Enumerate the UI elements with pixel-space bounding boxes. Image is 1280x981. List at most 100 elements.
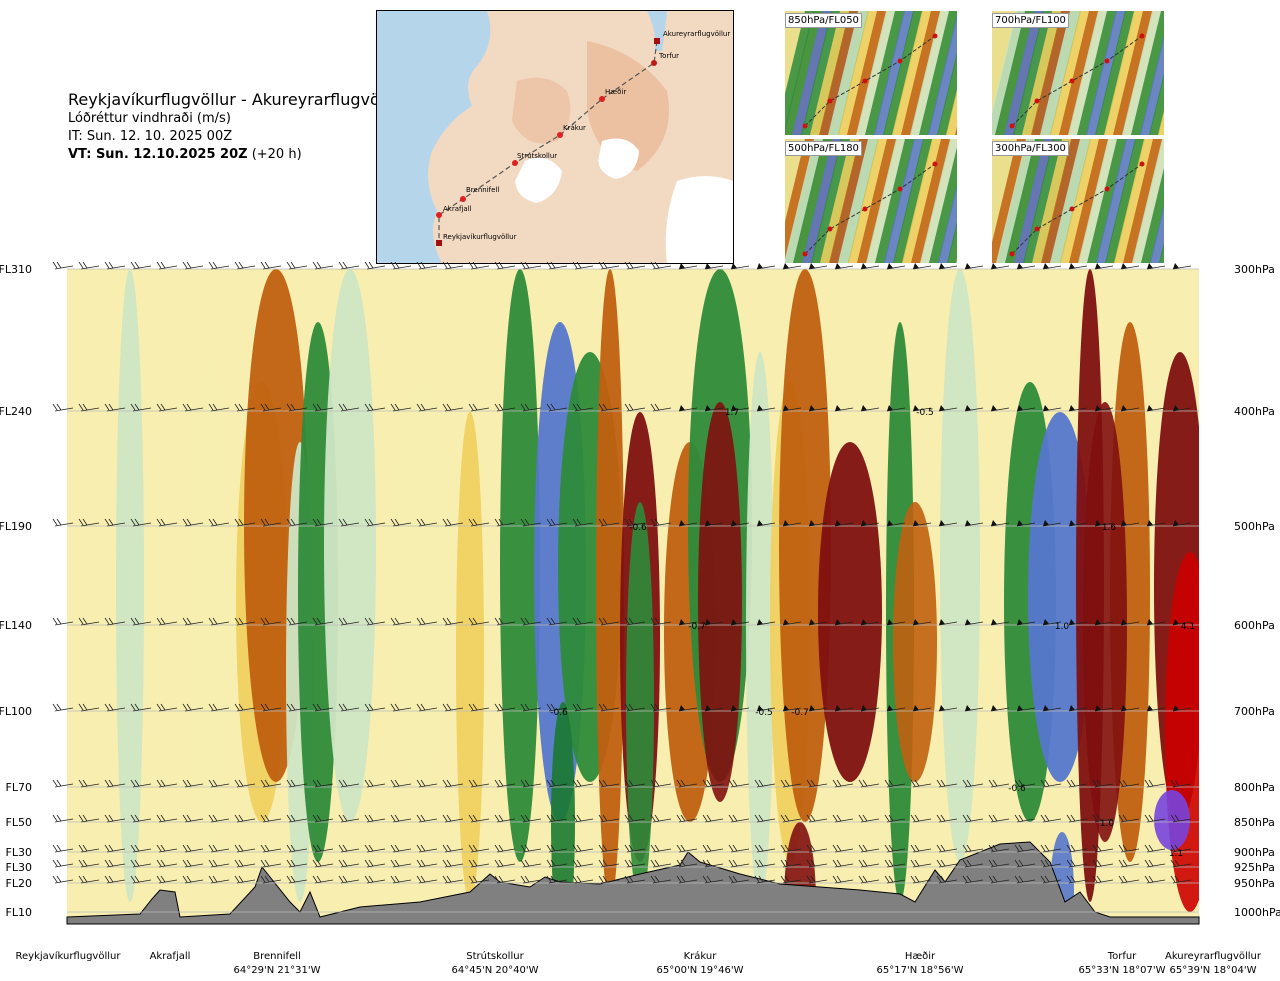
wind-barb: [286, 617, 308, 626]
wind-barb: [416, 779, 438, 788]
wind-barb: [754, 859, 776, 868]
wind-barb: [286, 875, 308, 884]
wind-barb: [442, 859, 464, 868]
x-axis-waypoints: Reykjavíkurflugvöllur Akrafjall Brennifell…: [16, 950, 1262, 976]
map-point-akureyri: Akureyrarflugvöllur: [654, 30, 730, 44]
thumb-stripe: [1140, 35, 1164, 135]
velocity-core: [551, 702, 575, 924]
wind-barb: [390, 518, 412, 527]
wind-barb: [1170, 779, 1192, 788]
wind-barb: [1146, 520, 1166, 527]
thumbnail-850hpa-label: 850hPa/FL050: [785, 13, 862, 28]
thumbnail-850hpa[interactable]: 850hPa/FL050: [785, 11, 957, 135]
wind-barb: [990, 263, 1010, 270]
wind-barb: [1068, 619, 1088, 626]
wind-barb: [546, 814, 568, 823]
waypoint-name: Hæðir: [905, 951, 936, 962]
wind-barb: [442, 518, 464, 527]
thumb-stripe: [1060, 139, 1100, 263]
wind-barb: [782, 520, 802, 527]
wind-barb: [234, 518, 256, 527]
wind-barb: [364, 703, 386, 712]
wind-barb: [860, 405, 880, 412]
thumb-stripe: [893, 139, 933, 263]
thumb-stripe: [1013, 11, 1053, 135]
wind-barb: [52, 262, 74, 270]
wind-barb: [988, 779, 1010, 788]
wind-barb: [884, 814, 906, 823]
wind-barb: [130, 703, 152, 712]
wind-barb: [678, 705, 698, 712]
wind-barb: [1016, 405, 1036, 412]
wind-barb: [624, 844, 646, 853]
wind-barb: [52, 703, 74, 712]
thumb-stripe: [1077, 11, 1117, 135]
wind-barb: [1040, 859, 1062, 868]
thumb-stripe: [883, 11, 923, 135]
map-point-haedir: Hæðir: [599, 88, 626, 102]
wind-barb: [962, 779, 984, 788]
thumbnail-700hpa[interactable]: 700hPa/FL100: [992, 11, 1164, 135]
wind-barb: [520, 703, 542, 712]
wind-barb: [598, 814, 620, 823]
wind-barb: [832, 814, 854, 823]
thumb-point: [897, 58, 903, 64]
wind-barb: [1040, 779, 1062, 788]
wind-barb: [104, 518, 126, 527]
thumb-stripe: [1078, 139, 1118, 263]
wind-barb: [912, 263, 932, 270]
thumb-stripe: [1087, 139, 1127, 263]
thumb-stripe: [928, 15, 957, 135]
wind-barb: [520, 617, 542, 626]
wind-barb: [104, 779, 126, 788]
left-axis-label: FL10: [6, 906, 32, 919]
wind-barb: [964, 520, 984, 527]
thumb-stripe: [820, 139, 860, 263]
right-axis-label: 950hPa: [1234, 877, 1275, 890]
wind-barb: [884, 859, 906, 868]
chart-subtitle: Lóðréttur vindhraði (m/s): [68, 111, 231, 126]
thumbnail-300hpa[interactable]: 300hPa/FL300: [992, 139, 1164, 263]
wind-barb: [598, 779, 620, 788]
wind-barb: [468, 875, 490, 884]
left-axis-flight-levels: FL310 FL240 FL190 FL140 FL100 FL70 FL50 FL30 FL3…: [0, 263, 32, 919]
wind-barb: [312, 403, 334, 412]
thumbnail-500hpa[interactable]: 500hPa/FL180: [785, 139, 957, 263]
thumb-point: [1104, 58, 1110, 64]
annotation-value: -0.7: [791, 708, 809, 718]
wind-barb: [964, 263, 984, 270]
map-point-brennifell: Brennifell: [460, 186, 499, 202]
thumb-stripe: [819, 11, 859, 135]
thumbnail-850hpa-pattern: [785, 11, 957, 135]
wind-barb: [598, 518, 620, 527]
velocity-band: [818, 442, 882, 782]
velocity-band: [500, 269, 540, 862]
thumb-stripe: [995, 11, 1035, 135]
wind-barb: [338, 703, 360, 712]
waypoint-name: Brennifell: [253, 951, 301, 962]
wind-barb: [286, 703, 308, 712]
wind-barb: [182, 262, 204, 270]
thumb-point: [1104, 186, 1110, 192]
wind-barb: [650, 703, 672, 712]
wind-barb: [704, 619, 724, 626]
wind-barb: [416, 617, 438, 626]
wind-barb: [104, 617, 126, 626]
wind-barb: [598, 844, 620, 853]
wind-barb: [364, 617, 386, 626]
wind-barb: [546, 262, 568, 270]
thumb-point: [827, 226, 833, 232]
wind-barb: [1120, 263, 1140, 270]
wind-barb: [886, 705, 906, 712]
wind-barb: [312, 814, 334, 823]
wind-barb: [886, 520, 906, 527]
wind-barb: [520, 875, 542, 884]
wind-barb: [780, 844, 802, 853]
wind-barb: [1118, 844, 1140, 853]
wind-barb: [806, 779, 828, 788]
wind-barb: [546, 844, 568, 853]
thumb-stripe: [1068, 11, 1108, 135]
wind-barb: [780, 875, 802, 884]
wind-barb: [494, 518, 516, 527]
annotation-value: 1.0: [1100, 819, 1115, 829]
